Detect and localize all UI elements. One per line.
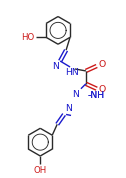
Text: O: O [98,61,105,69]
Text: -NH: -NH [88,91,105,100]
Text: HO: HO [21,33,34,42]
Text: N: N [72,90,79,99]
Text: N: N [65,104,72,113]
Text: OH: OH [34,166,47,175]
Text: N: N [52,62,59,70]
Text: O: O [98,85,105,94]
Text: HN: HN [65,68,79,77]
Text: -NH: -NH [88,91,105,100]
